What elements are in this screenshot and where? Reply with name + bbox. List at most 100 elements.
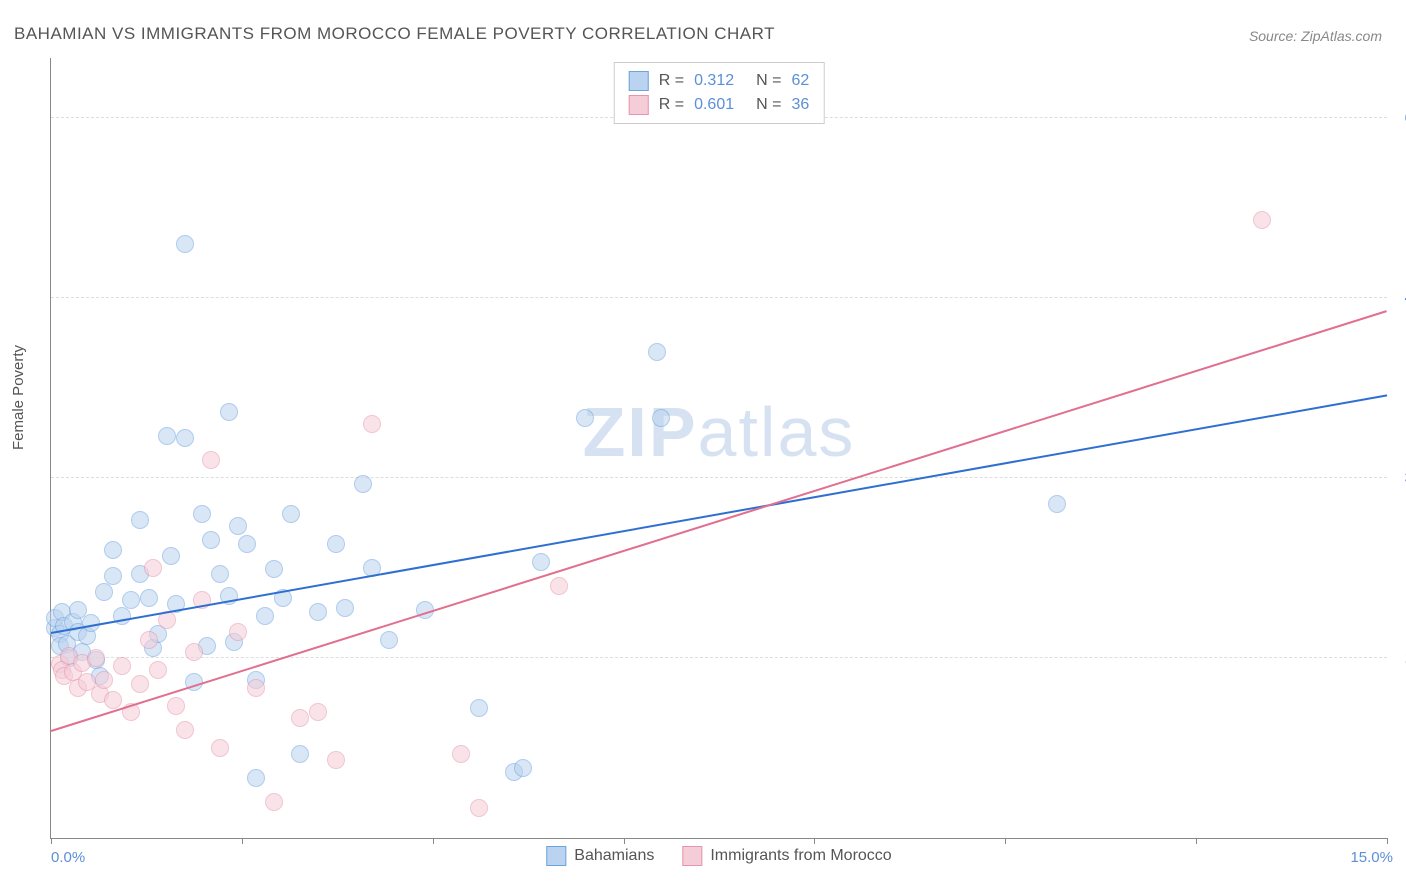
gridline bbox=[51, 657, 1387, 658]
y-tick-label: 30.0% bbox=[1393, 470, 1406, 487]
scatter-point bbox=[291, 709, 309, 727]
chart-title: BAHAMIAN VS IMMIGRANTS FROM MOROCCO FEMA… bbox=[14, 24, 775, 44]
scatter-point bbox=[104, 541, 122, 559]
scatter-point bbox=[144, 559, 162, 577]
x-axis-max-label: 15.0% bbox=[1350, 849, 1393, 866]
scatter-point bbox=[211, 565, 229, 583]
scatter-point bbox=[652, 409, 670, 427]
scatter-point bbox=[229, 623, 247, 641]
series-legend: Bahamians Immigrants from Morocco bbox=[546, 846, 891, 866]
n-label: N = bbox=[756, 93, 781, 117]
scatter-point bbox=[176, 721, 194, 739]
scatter-point bbox=[149, 661, 167, 679]
legend-swatch bbox=[629, 95, 649, 115]
y-axis-label: Female Poverty bbox=[10, 345, 27, 450]
legend-swatch bbox=[682, 846, 702, 866]
scatter-point bbox=[1253, 211, 1271, 229]
scatter-point bbox=[648, 343, 666, 361]
scatter-point bbox=[550, 577, 568, 595]
scatter-point bbox=[354, 475, 372, 493]
x-tick-mark bbox=[814, 838, 815, 844]
legend-label: Immigrants from Morocco bbox=[710, 847, 891, 865]
scatter-point bbox=[363, 415, 381, 433]
scatter-point bbox=[176, 429, 194, 447]
legend-swatch bbox=[546, 846, 566, 866]
watermark-light: atlas bbox=[698, 393, 856, 471]
scatter-point bbox=[532, 553, 550, 571]
scatter-point bbox=[238, 535, 256, 553]
r-label: R = bbox=[659, 69, 684, 93]
r-label: R = bbox=[659, 93, 684, 117]
scatter-point bbox=[470, 699, 488, 717]
scatter-point bbox=[131, 511, 149, 529]
scatter-point bbox=[291, 745, 309, 763]
x-tick-mark bbox=[624, 838, 625, 844]
scatter-point bbox=[470, 799, 488, 817]
scatter-point bbox=[140, 631, 158, 649]
scatter-point bbox=[131, 675, 149, 693]
scatter-point bbox=[452, 745, 470, 763]
x-tick-mark bbox=[433, 838, 434, 844]
r-value: 0.601 bbox=[694, 93, 734, 117]
scatter-point bbox=[176, 235, 194, 253]
chart-plot-area: ZIPatlas R =0.312N =62R =0.601N =36 Baha… bbox=[50, 58, 1387, 839]
x-axis-min-label: 0.0% bbox=[51, 849, 85, 866]
scatter-point bbox=[220, 403, 238, 421]
x-tick-mark bbox=[242, 838, 243, 844]
gridline bbox=[51, 477, 1387, 478]
x-tick-mark bbox=[1005, 838, 1006, 844]
y-tick-label: 45.0% bbox=[1393, 290, 1406, 307]
scatter-point bbox=[282, 505, 300, 523]
scatter-point bbox=[309, 603, 327, 621]
legend-label: Bahamians bbox=[574, 847, 654, 865]
scatter-point bbox=[122, 591, 140, 609]
watermark-bold: ZIP bbox=[583, 393, 698, 471]
watermark: ZIPatlas bbox=[583, 392, 856, 472]
trend-line bbox=[51, 310, 1388, 732]
series-legend-item: Immigrants from Morocco bbox=[682, 846, 891, 866]
scatter-point bbox=[265, 560, 283, 578]
scatter-point bbox=[327, 535, 345, 553]
scatter-point bbox=[87, 649, 105, 667]
correlation-legend-row: R = 0.312 N = 62 bbox=[629, 69, 810, 93]
scatter-point bbox=[104, 691, 122, 709]
scatter-point bbox=[162, 547, 180, 565]
n-value: 62 bbox=[791, 69, 809, 93]
source-attribution: Source: ZipAtlas.com bbox=[1249, 28, 1382, 44]
scatter-point bbox=[576, 409, 594, 427]
scatter-point bbox=[247, 769, 265, 787]
scatter-point bbox=[95, 583, 113, 601]
n-label: N = bbox=[756, 69, 781, 93]
correlation-legend-row: R = 0.601 N = 36 bbox=[629, 93, 810, 117]
n-value: 36 bbox=[791, 93, 809, 117]
scatter-point bbox=[158, 427, 176, 445]
scatter-point bbox=[229, 517, 247, 535]
scatter-point bbox=[202, 451, 220, 469]
scatter-point bbox=[193, 505, 211, 523]
legend-swatch bbox=[629, 71, 649, 91]
scatter-point bbox=[140, 589, 158, 607]
scatter-point bbox=[167, 697, 185, 715]
scatter-point bbox=[211, 739, 229, 757]
scatter-point bbox=[1048, 495, 1066, 513]
scatter-point bbox=[202, 531, 220, 549]
scatter-point bbox=[95, 671, 113, 689]
scatter-point bbox=[514, 759, 532, 777]
scatter-point bbox=[113, 657, 131, 675]
scatter-point bbox=[327, 751, 345, 769]
scatter-point bbox=[247, 679, 265, 697]
x-tick-mark bbox=[51, 838, 52, 844]
trend-line bbox=[51, 394, 1387, 634]
correlation-legend: R = 0.312 N = 62 R = 0.601 N = 36 bbox=[614, 62, 825, 124]
x-tick-mark bbox=[1387, 838, 1388, 844]
scatter-point bbox=[336, 599, 354, 617]
scatter-point bbox=[104, 567, 122, 585]
x-tick-mark bbox=[1196, 838, 1197, 844]
series-legend-item: Bahamians bbox=[546, 846, 654, 866]
scatter-point bbox=[185, 643, 203, 661]
gridline bbox=[51, 297, 1387, 298]
r-value: 0.312 bbox=[694, 69, 734, 93]
scatter-point bbox=[309, 703, 327, 721]
scatter-point bbox=[380, 631, 398, 649]
scatter-point bbox=[265, 793, 283, 811]
